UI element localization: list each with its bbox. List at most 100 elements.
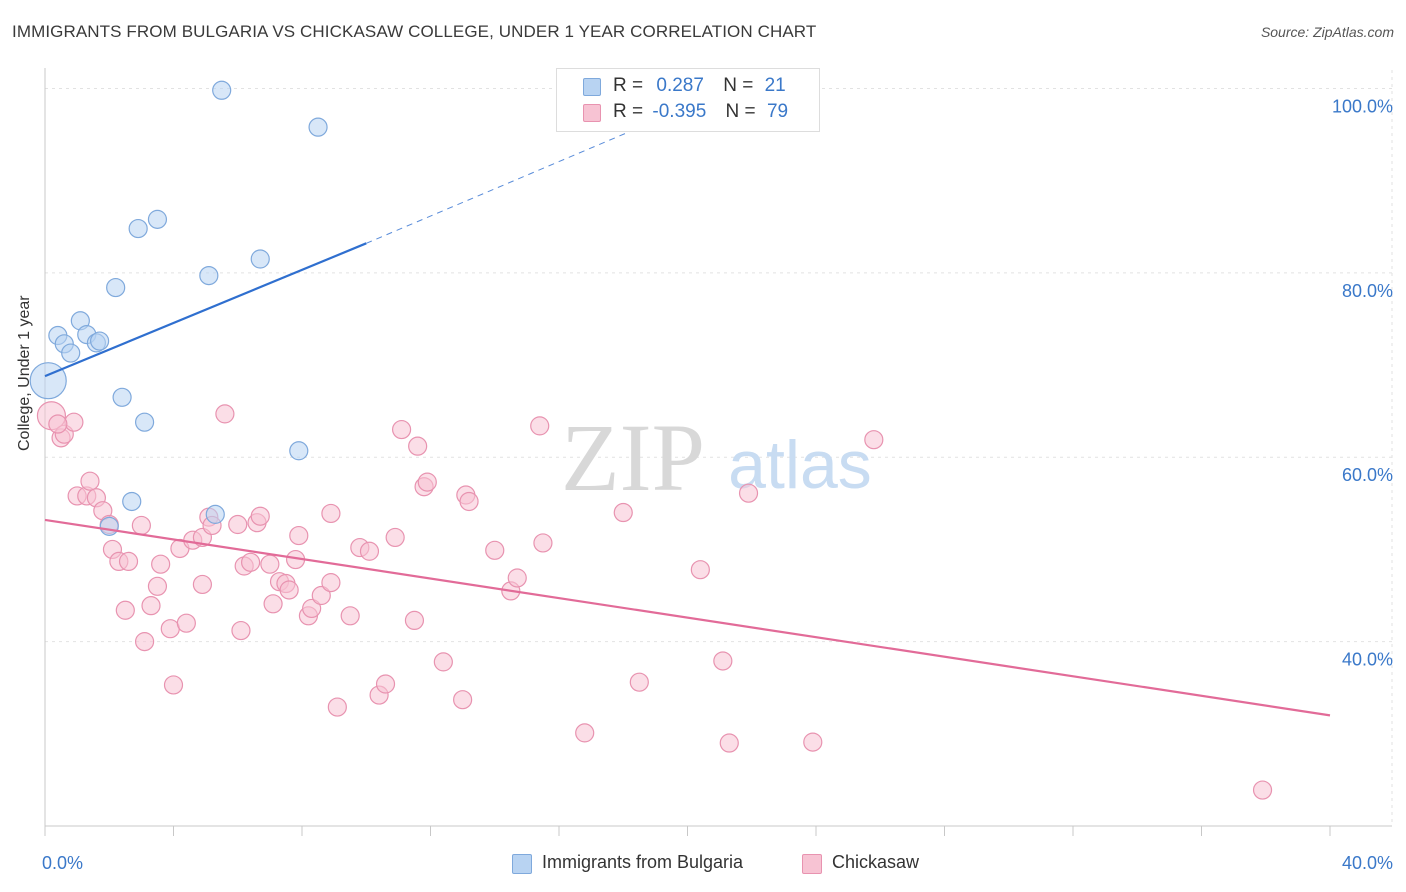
chickasaw-point <box>192 574 213 595</box>
chickasaw-point <box>64 412 84 432</box>
chickasaw-point <box>359 541 380 561</box>
tick-labels: 40.0% 60.0% 80.0% 100.0% 0.0% 40.0% <box>42 96 1393 873</box>
axes <box>44 68 1392 836</box>
legend-n-value: 21 <box>764 75 786 96</box>
watermark-zip: ZIP <box>561 404 705 511</box>
y-tick-label: 40.0% <box>1342 650 1393 670</box>
chickasaw-point <box>575 723 595 743</box>
chickasaw-point <box>163 675 184 695</box>
chickasaw-point <box>613 502 633 523</box>
chickasaw-point <box>118 551 139 572</box>
legend-swatch-blue <box>583 78 601 96</box>
bulgaria-point <box>250 249 270 269</box>
grid-lines <box>45 70 1393 826</box>
bulgaria-point <box>99 516 119 536</box>
chickasaw-point <box>134 632 155 652</box>
chickasaw-point <box>215 404 235 424</box>
bulgaria-point <box>90 331 110 351</box>
x-tick-label: 0.0% <box>42 853 83 873</box>
chickasaw-point <box>385 527 405 548</box>
chickasaw-point <box>738 483 759 503</box>
chickasaw-point <box>530 416 550 436</box>
legend-n-label: N = <box>723 75 754 96</box>
series-legend: Immigrants from Bulgaria Chickasaw <box>0 852 1406 878</box>
chickasaw-point <box>302 598 322 619</box>
chickasaw-point <box>864 430 884 450</box>
y-tick-label: 60.0% <box>1342 465 1393 485</box>
y-tick-label: 80.0% <box>1342 281 1393 301</box>
bulgaria-point <box>61 343 81 363</box>
legend-swatch-pink <box>583 104 601 122</box>
legend-label-bulgaria: Immigrants from Bulgaria <box>542 852 744 872</box>
chickasaw-point <box>713 651 733 671</box>
chickasaw-point <box>719 733 739 753</box>
bulgaria-point <box>112 387 132 407</box>
bulgaria-point <box>128 218 148 239</box>
chickasaw-point <box>327 697 347 717</box>
legend-swatch-pink <box>802 854 822 874</box>
chickasaw-point <box>151 554 171 574</box>
x-tick-label: 40.0% <box>1342 853 1393 873</box>
chickasaw-point <box>417 472 437 492</box>
chickasaw-point <box>141 596 161 616</box>
chickasaw-point <box>263 594 283 614</box>
chickasaw-point <box>147 576 168 596</box>
chickasaw-trend-line <box>44 518 1331 717</box>
legend-swatch-blue <box>512 854 532 874</box>
chickasaw-point <box>241 552 261 572</box>
bulgaria-point <box>199 265 219 286</box>
legend-r-value: 0.287 <box>656 75 704 96</box>
bulgaria-point <box>106 277 126 298</box>
bulgaria-point <box>289 441 309 461</box>
bulgaria-trend-line <box>44 242 367 378</box>
chickasaw-point <box>1252 780 1273 800</box>
legend-r-label: R = <box>613 75 644 96</box>
bulgaria-point <box>147 209 168 229</box>
chickasaw-point <box>160 619 180 639</box>
chickasaw-point <box>80 471 100 491</box>
chickasaw-point <box>803 732 823 752</box>
chickasaw-point <box>459 491 479 512</box>
chickasaw-point <box>231 620 251 641</box>
trend-lines <box>44 120 1331 717</box>
source-label: Source: ZipAtlas.com <box>1260 24 1394 40</box>
chickasaw-point <box>228 514 248 535</box>
chickasaw-point <box>250 506 270 526</box>
chickasaw-point <box>375 674 396 694</box>
chickasaw-point <box>408 436 428 456</box>
legend-r-value: -0.395 <box>652 101 707 122</box>
bulgaria-point <box>29 362 67 400</box>
chickasaw-point <box>260 554 280 574</box>
chickasaw-point <box>115 600 135 620</box>
legend-label-chickasaw: Chickasaw <box>832 852 920 872</box>
chickasaw-point <box>176 613 196 633</box>
chickasaw-point <box>629 672 649 692</box>
legend-r-label: R = <box>613 101 644 122</box>
chickasaw-point <box>453 690 473 710</box>
chickasaw-point <box>533 533 553 553</box>
chickasaw-point <box>48 414 68 434</box>
chickasaw-point <box>321 503 341 524</box>
chickasaw-point <box>340 606 360 626</box>
chickasaw-point <box>131 515 151 536</box>
chickasaw-point <box>433 652 453 672</box>
chickasaw-point <box>391 419 412 440</box>
chickasaw-point <box>289 525 309 546</box>
bulgaria-point <box>122 491 142 512</box>
bulgaria-point <box>205 504 225 524</box>
legend-n-value: 79 <box>766 101 789 122</box>
chart-title: IMMIGRANTS FROM BULGARIA VS CHICKASAW CO… <box>12 22 817 41</box>
watermark: ZIP atlas <box>561 404 872 511</box>
bulgaria-points <box>29 80 328 536</box>
bulgaria-point <box>134 412 155 432</box>
y-tick-label: 100.0% <box>1332 96 1393 116</box>
correlation-legend: R = 0.287 N = 21 R = -0.395 N = 79 <box>556 68 820 132</box>
chickasaw-point <box>321 573 341 593</box>
chickasaw-point <box>311 585 331 606</box>
chickasaw-point <box>690 560 710 580</box>
bulgaria-trend-extension <box>366 120 656 244</box>
chickasaw-point <box>485 540 505 560</box>
chickasaw-point <box>507 568 527 588</box>
legend-n-label: N = <box>725 101 756 122</box>
